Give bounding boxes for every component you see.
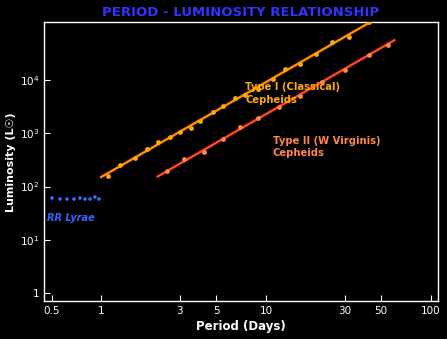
Point xyxy=(166,135,173,140)
Point xyxy=(48,195,55,201)
Point xyxy=(219,136,227,141)
Point xyxy=(96,196,103,201)
Point xyxy=(82,196,89,202)
Point xyxy=(131,155,139,161)
Point xyxy=(56,197,63,202)
Point xyxy=(105,173,112,178)
Text: Type II (W Virginis)
Cepheids: Type II (W Virginis) Cepheids xyxy=(273,136,380,158)
Point xyxy=(70,196,77,202)
Point xyxy=(92,195,99,200)
Point xyxy=(384,42,392,47)
Point xyxy=(116,162,123,167)
Point xyxy=(365,53,372,58)
Point xyxy=(269,77,276,82)
Point xyxy=(16,194,23,200)
Point xyxy=(365,20,372,25)
Point xyxy=(242,92,249,97)
Point xyxy=(176,129,183,135)
Y-axis label: Luminosity (L☉): Luminosity (L☉) xyxy=(5,112,16,212)
Point xyxy=(232,96,239,101)
Point xyxy=(346,34,353,40)
Point xyxy=(312,51,319,57)
Point xyxy=(187,125,194,131)
Point xyxy=(87,196,94,201)
Point xyxy=(143,147,151,152)
Point xyxy=(154,139,161,145)
Title: PERIOD - LUMINOSITY RELATIONSHIP: PERIOD - LUMINOSITY RELATIONSHIP xyxy=(102,5,380,19)
Point xyxy=(255,115,262,120)
Point xyxy=(275,104,283,109)
Point xyxy=(29,195,36,200)
Point xyxy=(384,7,392,12)
Point xyxy=(197,119,204,124)
Point xyxy=(319,79,326,84)
Point xyxy=(63,196,71,201)
Point xyxy=(76,195,83,200)
Point xyxy=(210,109,217,115)
Point xyxy=(219,103,227,108)
Point xyxy=(163,168,170,174)
Point xyxy=(296,94,303,99)
Point xyxy=(402,1,409,6)
Point xyxy=(181,156,188,162)
X-axis label: Period (Days): Period (Days) xyxy=(196,320,286,334)
Point xyxy=(328,39,335,45)
Point xyxy=(281,66,288,72)
Point xyxy=(341,67,348,72)
Point xyxy=(255,86,262,92)
Point xyxy=(39,197,46,202)
Text: RR Lyrae: RR Lyrae xyxy=(47,213,95,223)
Point xyxy=(237,125,244,130)
Text: Type I (Classical)
Cepheids: Type I (Classical) Cepheids xyxy=(245,82,341,105)
Point xyxy=(296,62,303,67)
Point xyxy=(200,149,207,155)
